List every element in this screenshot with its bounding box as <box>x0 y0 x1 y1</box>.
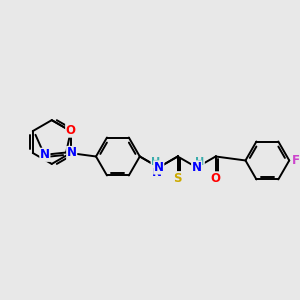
Text: H: H <box>154 161 164 171</box>
Text: H: H <box>151 158 160 167</box>
Text: F: F <box>292 154 300 167</box>
Text: H: H <box>195 158 204 167</box>
Text: O: O <box>211 172 220 185</box>
Text: N: N <box>154 161 164 174</box>
Text: N: N <box>40 148 50 161</box>
Text: S: S <box>173 172 182 185</box>
Text: N: N <box>192 161 202 174</box>
Text: O: O <box>66 124 76 137</box>
Text: N: N <box>67 146 77 160</box>
Text: N: N <box>152 166 162 179</box>
Text: S: S <box>173 172 182 185</box>
